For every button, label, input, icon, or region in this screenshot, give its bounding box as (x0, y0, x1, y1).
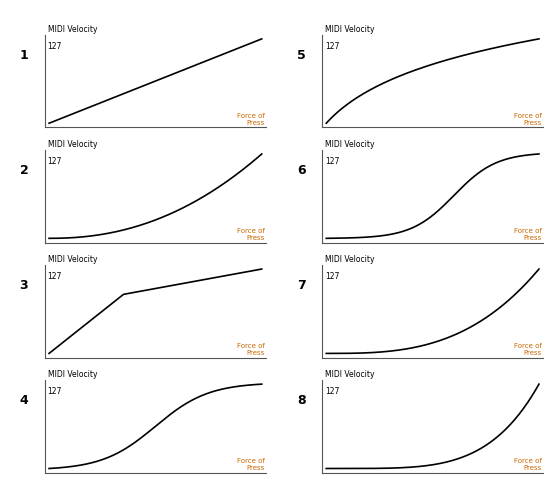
Text: 3: 3 (20, 279, 28, 292)
Text: 8: 8 (297, 394, 305, 407)
Text: 1: 1 (20, 49, 29, 61)
Text: MIDI Velocity: MIDI Velocity (325, 25, 374, 34)
Text: 127: 127 (325, 387, 339, 396)
Text: Force of
Press: Force of Press (237, 343, 265, 356)
Text: Force of
Press: Force of Press (237, 458, 265, 471)
Text: 7: 7 (297, 279, 306, 292)
Text: Force of
Press: Force of Press (514, 113, 542, 126)
Text: MIDI Velocity: MIDI Velocity (48, 255, 97, 264)
Text: 127: 127 (325, 272, 339, 281)
Text: 2: 2 (20, 164, 29, 177)
Text: 5: 5 (297, 49, 306, 61)
Text: 127: 127 (48, 42, 62, 51)
Text: MIDI Velocity: MIDI Velocity (48, 25, 97, 34)
Text: 127: 127 (48, 272, 62, 281)
Text: MIDI Velocity: MIDI Velocity (48, 370, 97, 379)
Text: 127: 127 (48, 387, 62, 396)
Text: Force of
Press: Force of Press (237, 113, 265, 126)
Text: MIDI Velocity: MIDI Velocity (325, 140, 374, 148)
Text: MIDI Velocity: MIDI Velocity (325, 255, 374, 264)
Text: 127: 127 (48, 157, 62, 166)
Text: Force of
Press: Force of Press (514, 343, 542, 356)
Text: Force of
Press: Force of Press (514, 228, 542, 241)
Text: Velocity Curves: Velocity Curves (7, 7, 139, 22)
Text: MIDI Velocity: MIDI Velocity (48, 140, 97, 148)
Text: 4: 4 (20, 394, 29, 407)
Text: MIDI Velocity: MIDI Velocity (325, 370, 374, 379)
Text: 127: 127 (325, 42, 339, 51)
Text: Force of
Press: Force of Press (514, 458, 542, 471)
Text: Force of
Press: Force of Press (237, 228, 265, 241)
Text: 6: 6 (297, 164, 305, 177)
Text: 127: 127 (325, 157, 339, 166)
